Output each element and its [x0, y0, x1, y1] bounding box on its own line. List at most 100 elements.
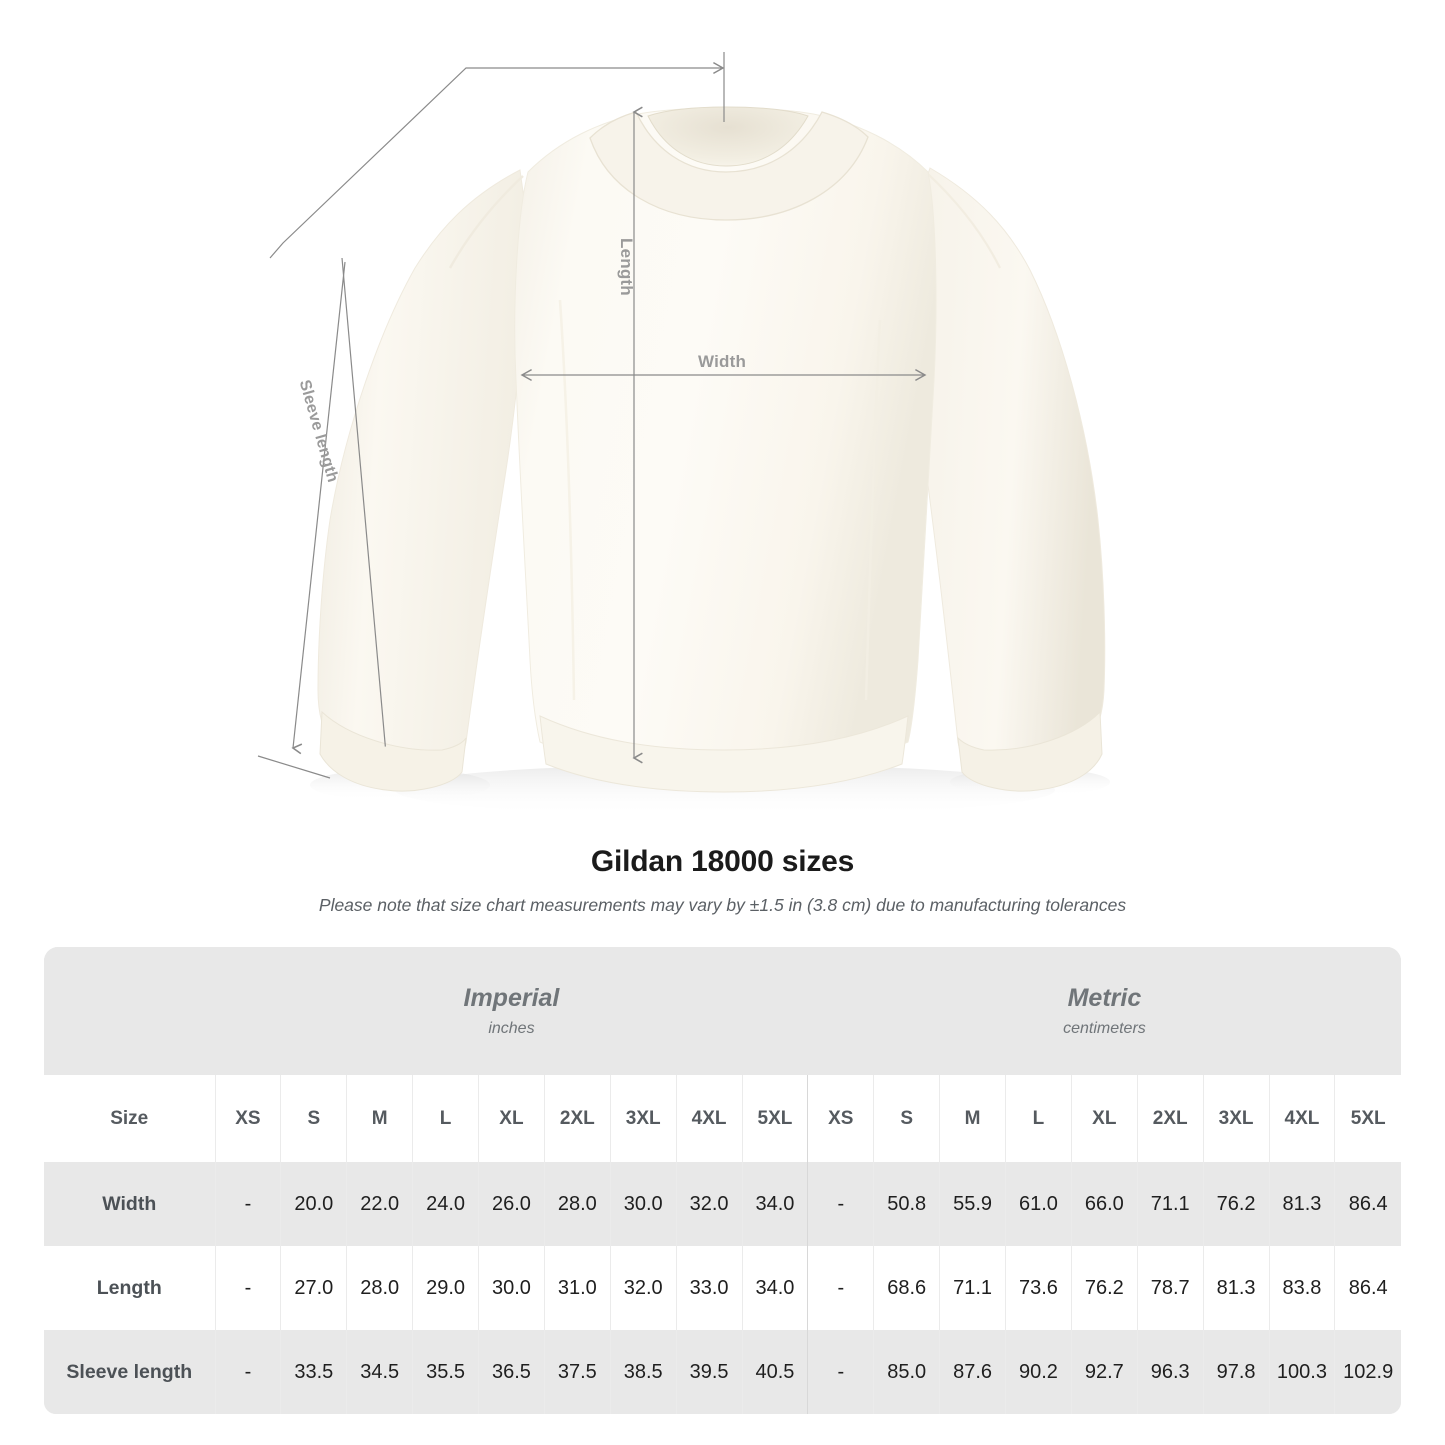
imperial-unit-header: Imperial inches	[215, 947, 808, 1075]
size-header-imperial-2xl: 2XL	[543, 1075, 611, 1162]
cell-metric: 100.3	[1268, 1330, 1335, 1414]
right-shoulder-seam	[927, 173, 1001, 269]
cell-metric: 76.2	[1070, 1246, 1138, 1330]
size-header-metric-s: S	[873, 1075, 940, 1162]
cell-metric: 85.0	[873, 1330, 940, 1414]
size-header-metric-xl: XL	[1070, 1075, 1138, 1162]
length-dimension-label: Length	[617, 238, 636, 296]
body-fold-right	[864, 319, 882, 701]
size-chart-table-wrapper: Imperial inches Metric centimeters Size X…	[44, 947, 1401, 1414]
sleeve-leader-line	[269, 61, 725, 259]
cell-metric: 50.8	[873, 1162, 940, 1246]
garment-diagram: Length Width Sleeve length	[257, 52, 1110, 816]
cell-metric: 87.6	[939, 1330, 1006, 1414]
size-header-metric-l: L	[1005, 1075, 1072, 1162]
cell-metric: -	[807, 1330, 874, 1414]
size-column-header: Size	[44, 1075, 215, 1162]
cell-imperial: 20.0	[280, 1162, 347, 1246]
table-row: Sleeve length -33.5 34.5 35.5 36.5 37.5 38.5 39…	[44, 1330, 1401, 1414]
size-chart-table: Imperial inches Metric centimeters Size X…	[44, 947, 1401, 1414]
cell-imperial: 35.5	[412, 1330, 479, 1414]
unit-banner-spacer	[44, 947, 215, 1075]
cell-imperial: 30.0	[609, 1162, 677, 1246]
cell-imperial: 33.0	[675, 1246, 742, 1330]
cell-metric: 61.0	[1005, 1162, 1072, 1246]
size-header-imperial-xl: XL	[478, 1075, 545, 1162]
cell-metric: 90.2	[1005, 1330, 1072, 1414]
row-label-width: Width	[44, 1162, 215, 1246]
table-row: Width -20.0 22.0 24.0 26.0 28.0 30.0 32.0 34.0-5…	[44, 1162, 1401, 1246]
sleeve-measure-line	[341, 257, 386, 747]
width-dimension-label: Width	[698, 352, 747, 371]
unit-banner-row: Imperial inches Metric centimeters	[44, 947, 1401, 1075]
body-fold-left	[558, 299, 576, 701]
tolerance-note: Please note that size chart measurements…	[318, 895, 1127, 915]
size-header-metric-xs: XS	[807, 1075, 874, 1162]
cell-metric: 66.0	[1070, 1162, 1138, 1246]
bottom-hem	[539, 715, 909, 793]
cell-metric: 92.7	[1070, 1330, 1138, 1414]
cell-metric: 86.4	[1334, 1162, 1401, 1246]
cell-imperial: -	[214, 1162, 281, 1246]
cell-imperial: 30.0	[478, 1246, 545, 1330]
cell-metric: 71.1	[939, 1246, 1006, 1330]
cell-imperial: 22.0	[346, 1162, 413, 1246]
sleeve-length-arrow	[291, 261, 346, 755]
size-header-imperial-xs: XS	[214, 1075, 281, 1162]
cell-metric: 68.6	[873, 1246, 940, 1330]
cell-metric: 73.6	[1005, 1246, 1072, 1330]
left-shoulder-seam	[448, 175, 524, 269]
cell-metric: 71.1	[1136, 1162, 1204, 1246]
collar-band	[589, 111, 869, 221]
size-header-metric-m: M	[939, 1075, 1006, 1162]
size-header-imperial-5xl: 5XL	[741, 1075, 808, 1162]
cell-metric: 83.8	[1268, 1246, 1335, 1330]
size-header-metric-4xl: 4XL	[1268, 1075, 1335, 1162]
size-header-row: Size XS S M L XL 2XL 3XL 4XL 5XL XS S M L XL 2XL 3XL 4XL 5…	[44, 1075, 1401, 1162]
cell-imperial: 40.5	[741, 1330, 808, 1414]
cell-metric: 78.7	[1136, 1246, 1204, 1330]
size-table-body: Width -20.0 22.0 24.0 26.0 28.0 30.0 32.0 34.0-5…	[44, 1162, 1401, 1414]
cell-imperial: 32.0	[609, 1246, 677, 1330]
cell-metric: -	[807, 1162, 874, 1246]
sleeve-baseline	[257, 755, 331, 779]
row-label-sleeve-length: Sleeve length	[44, 1330, 215, 1414]
right-cuff	[957, 710, 1103, 792]
imperial-unit-name: Imperial	[463, 984, 560, 1013]
cell-imperial: 27.0	[280, 1246, 347, 1330]
sweatshirt-illustration	[257, 52, 1110, 816]
left-cuff	[319, 710, 467, 792]
size-header-imperial-l: L	[412, 1075, 479, 1162]
cell-imperial: 33.5	[280, 1330, 347, 1414]
cell-imperial: 39.5	[675, 1330, 742, 1414]
page-title: Gildan 18000 sizes	[590, 845, 855, 878]
imperial-unit-sub: inches	[488, 1019, 535, 1037]
cell-imperial: 37.5	[543, 1330, 611, 1414]
cell-imperial: 26.0	[478, 1162, 545, 1246]
cell-imperial: 32.0	[675, 1162, 742, 1246]
table-row: Length -27.0 28.0 29.0 30.0 31.0 32.0 33.0 34.0-…	[44, 1246, 1401, 1330]
metric-unit-sub: centimeters	[1063, 1019, 1146, 1037]
cell-imperial: -	[214, 1330, 281, 1414]
cell-imperial: 34.5	[346, 1330, 413, 1414]
cell-imperial: -	[214, 1246, 281, 1330]
cell-metric: 81.3	[1202, 1246, 1269, 1330]
size-header-imperial-m: M	[346, 1075, 413, 1162]
size-header-metric-5xl: 5XL	[1334, 1075, 1401, 1162]
cell-imperial: 36.5	[478, 1330, 545, 1414]
row-label-length: Length	[44, 1246, 215, 1330]
cell-imperial: 34.0	[741, 1246, 808, 1330]
size-header-imperial-s: S	[280, 1075, 347, 1162]
size-header-metric-3xl: 3XL	[1202, 1075, 1269, 1162]
size-header-metric-2xl: 2XL	[1136, 1075, 1204, 1162]
size-header-imperial-4xl: 4XL	[675, 1075, 742, 1162]
cell-imperial: 28.0	[346, 1246, 413, 1330]
cell-imperial: 34.0	[741, 1162, 808, 1246]
title-block: Gildan 18000 sizes Please note that size…	[0, 845, 1445, 916]
cell-metric: 55.9	[939, 1162, 1006, 1246]
right-sleeve	[909, 167, 1106, 779]
cell-metric: 81.3	[1268, 1162, 1335, 1246]
left-sleeve	[317, 169, 529, 779]
cell-imperial: 31.0	[543, 1246, 611, 1330]
cell-metric: 102.9	[1334, 1330, 1401, 1414]
